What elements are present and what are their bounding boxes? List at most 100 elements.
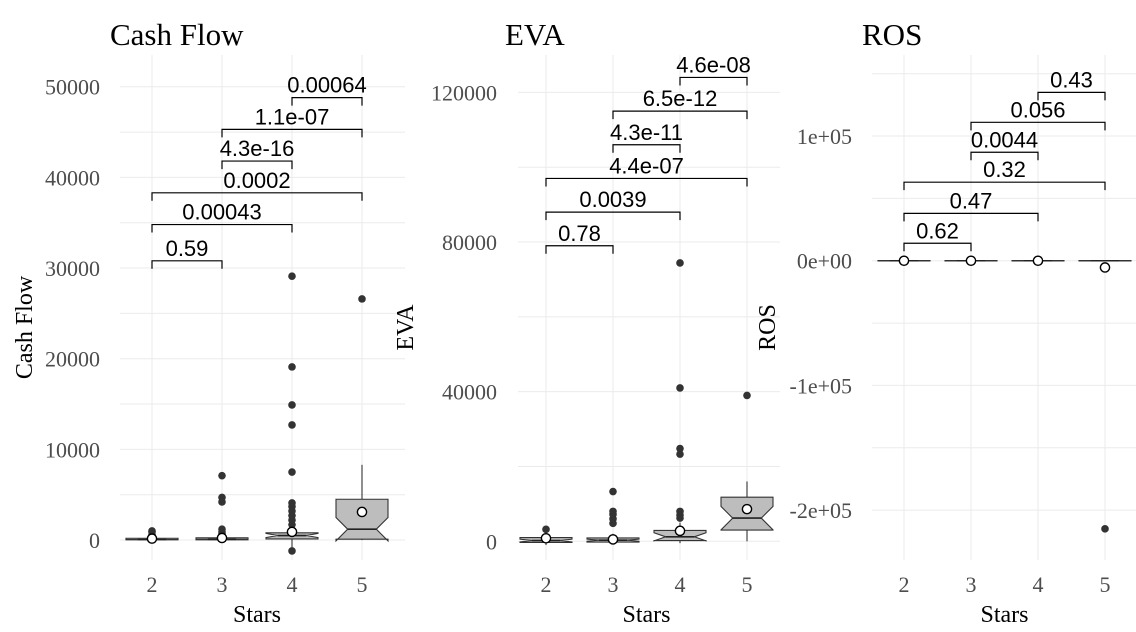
ros-significance-bracket	[1037, 91, 1106, 101]
cash-flow-y-tick-label: 50000	[45, 75, 100, 100]
cash-flow-p-value-label: 0.00064	[287, 73, 367, 98]
eva-x-tick-label: 3	[608, 572, 619, 597]
ros-x-tick-label: 5	[1100, 572, 1111, 597]
eva-significance-bracket	[612, 144, 681, 153]
ros-comparison-2-3: 0.62	[903, 218, 972, 252]
cash-flow-notched-box	[335, 498, 389, 543]
cash-flow-p-value-label: 0.59	[166, 236, 209, 261]
eva-outlier-point	[676, 384, 684, 392]
ros-outlier-point	[1101, 525, 1109, 533]
cash-flow-comparison-2-3: 0.59	[151, 236, 223, 269]
ros-p-value-label: 0.0044	[971, 127, 1038, 152]
cash-flow-outlier-point	[358, 295, 366, 303]
ros-p-value-label: 0.32	[983, 157, 1026, 182]
ros-p-value-label: 0.43	[1050, 67, 1093, 92]
eva-x-tick-label: 5	[742, 572, 753, 597]
eva-outlier-point	[676, 507, 684, 516]
cash-flow-p-value-label: 4.3e-16	[220, 136, 295, 161]
eva-significance-bracket	[545, 245, 614, 254]
ros-y-tick-label: -1e+05	[790, 373, 853, 398]
cash-flow-outlier-point	[288, 421, 296, 429]
eva-x-tick-label: 4	[675, 572, 686, 597]
cash-flow-comparison-2-5: 0.0002	[151, 168, 363, 201]
cash-flow-outlier-point	[218, 525, 226, 533]
ros-p-value-label: 0.62	[916, 218, 959, 243]
cash-flow-outlier-point	[288, 468, 296, 476]
eva-comparison-3-4: 4.3e-11	[610, 120, 683, 153]
cash-flow-chart-title: Cash Flow	[110, 17, 244, 52]
eva-outlier-point	[609, 487, 617, 496]
cash-flow-mean-marker	[146, 533, 158, 544]
cash-flow-outlier-point	[288, 499, 296, 507]
eva-box-star-3	[586, 487, 640, 545]
eva-box-star-2	[519, 525, 573, 546]
cash-flow-y-tick-label: 30000	[45, 256, 100, 281]
cash-flow-x-tick-label: 4	[287, 572, 298, 597]
eva-outlier-point	[676, 259, 684, 267]
ros-comparison-2-4: 0.47	[903, 188, 1039, 222]
cash-flow-box-star-5	[335, 295, 389, 543]
eva-p-value-label: 0.78	[558, 221, 601, 246]
eva-box-star-4	[653, 259, 707, 544]
eva-chart-title: EVA	[505, 17, 565, 52]
cash-flow-comparison-4-5: 0.00064	[287, 73, 367, 106]
cash-flow-significance-bracket	[151, 223, 293, 233]
cash-flow-x-tick-label: 3	[217, 572, 228, 597]
ros-box-star-3	[944, 255, 998, 267]
cash-flow-y-axis-label: Cash Flow	[12, 275, 38, 379]
cash-flow-outlier-point	[218, 471, 226, 480]
ros-panel: -2e+05 -1e+05 0e+00 1e+05 2 3 4 5 0.62 0.47 0.32 0.…	[755, 17, 1136, 628]
cash-flow-significance-bracket	[221, 128, 363, 138]
eva-mean-marker	[741, 503, 753, 515]
ros-comparison-2-5: 0.32	[903, 157, 1106, 191]
ros-p-value-label: 0.47	[950, 188, 993, 213]
ros-comparison-3-4: 0.0044	[970, 127, 1039, 161]
cash-flow-outlier-point	[148, 527, 156, 535]
cash-flow-outlier-point	[218, 493, 226, 502]
eva-significance-bracket	[679, 76, 748, 86]
ros-comparison-3-5: 0.056	[970, 97, 1106, 131]
eva-panel: 0 40000 80000 120000 2 3 4 5 0.78 0.0039 4.4e-07 4.…	[393, 17, 780, 628]
ros-box-star-4	[1011, 255, 1065, 267]
cash-flow-outlier-point	[288, 272, 296, 281]
cash-flow-y-tick-label: 20000	[45, 347, 100, 372]
eva-p-value-label: 0.0039	[579, 187, 646, 212]
cash-flow-box-star-2	[125, 527, 179, 544]
cash-flow-y-tick-label: 10000	[45, 437, 100, 462]
cash-flow-comparison-3-5: 1.1e-07	[221, 104, 363, 138]
ros-significance-bracket	[903, 212, 1039, 222]
ros-y-tick-label: 0e+00	[797, 249, 852, 274]
cash-flow-outlier-point	[288, 363, 296, 371]
cash-flow-mean-marker	[216, 532, 228, 544]
eva-y-tick-label: 80000	[442, 230, 497, 255]
cash-flow-mean-marker	[286, 526, 298, 538]
ros-y-axis-label: ROS	[755, 304, 781, 351]
ros-significance-bracket	[970, 121, 1106, 131]
eva-p-value-label: 4.3e-11	[610, 120, 683, 145]
cash-flow-box-star-4	[265, 272, 319, 555]
eva-comparison-2-5: 4.4e-07	[545, 153, 748, 187]
ros-significance-bracket	[903, 242, 972, 252]
cash-flow-y-tick-label: 0	[89, 528, 100, 553]
ros-x-axis-label: Stars	[981, 602, 1029, 628]
eva-box-star-5	[720, 391, 774, 542]
eva-significance-bracket	[545, 177, 748, 187]
ros-p-value-label: 0.056	[1010, 97, 1065, 122]
cash-flow-significance-bracket	[151, 192, 363, 201]
eva-p-value-label: 4.4e-07	[609, 153, 684, 178]
cash-flow-significance-bracket	[151, 260, 223, 269]
cash-flow-outlier-point	[288, 547, 296, 555]
eva-outlier-point	[676, 450, 684, 458]
eva-y-tick-label: 0	[486, 529, 497, 554]
cash-flow-comparison-2-4: 0.00043	[151, 200, 293, 233]
eva-y-axis-label: EVA	[393, 304, 419, 351]
ros-box-star-5	[1078, 259, 1132, 533]
ros-mean-marker	[898, 255, 910, 267]
eva-comparison-3-5: 6.5e-12	[612, 86, 748, 120]
eva-comparison-4-5: 4.6e-08	[676, 52, 751, 86]
cash-flow-significance-bracket	[221, 160, 293, 170]
cash-flow-panel: 0 10000 20000 30000 40000 50000 2 3 4 5 0.59 0.0004…	[12, 17, 405, 628]
eva-p-value-label: 4.6e-08	[676, 52, 751, 77]
cash-flow-x-tick-label: 2	[147, 572, 158, 597]
eva-comparison-2-4: 0.0039	[545, 187, 681, 221]
